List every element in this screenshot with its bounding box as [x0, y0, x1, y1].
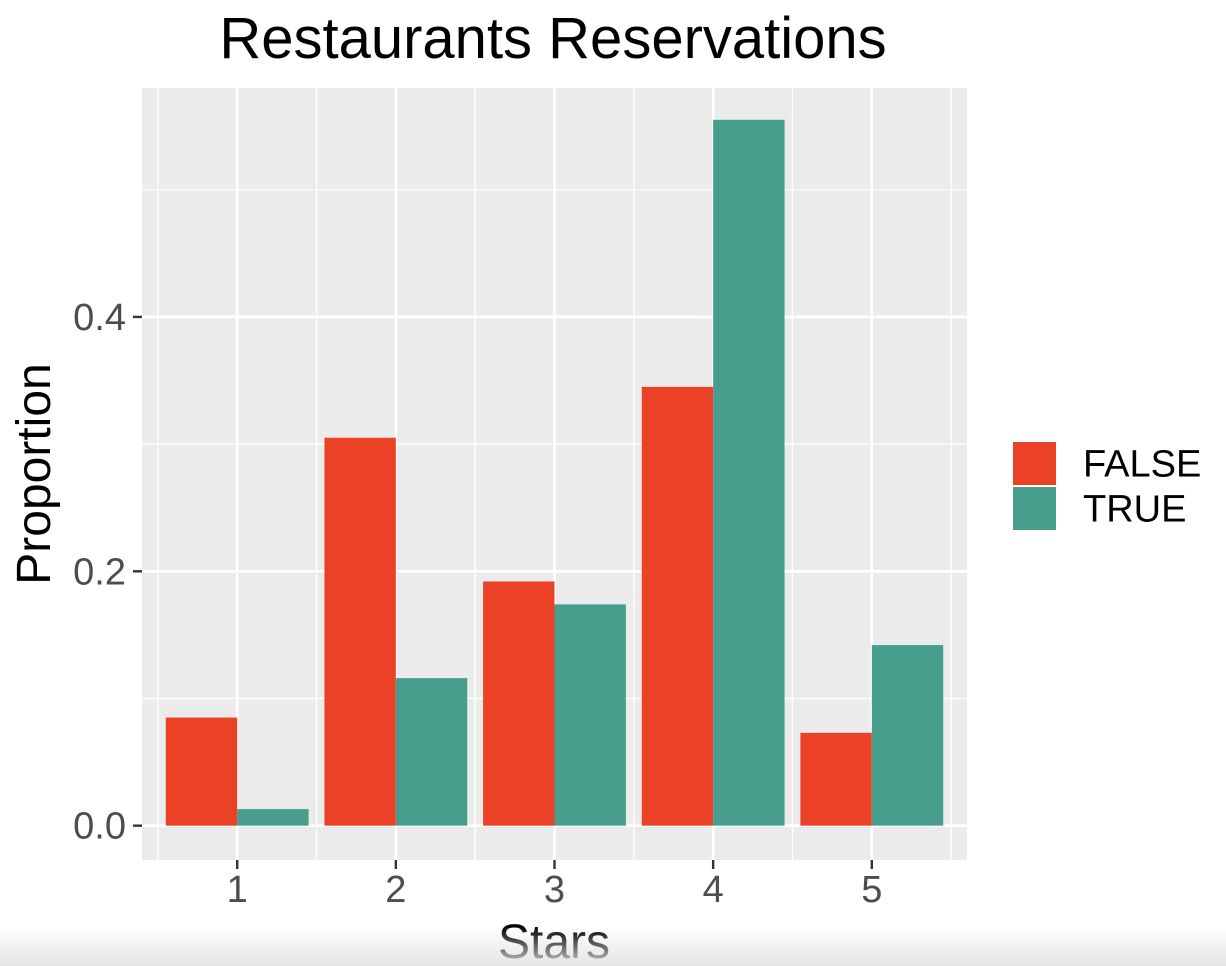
- legend-label-false: FALSE: [1083, 444, 1201, 486]
- chart-title: Restaurants Reservations: [219, 6, 886, 71]
- y-axis-title: Proportion: [8, 363, 61, 584]
- x-axis: 1 2 3 4 5: [227, 860, 882, 911]
- x-axis-title: Stars: [498, 916, 610, 966]
- bar-false-1: [165, 717, 238, 826]
- bar-false-5: [800, 732, 872, 826]
- x-tick-label: 4: [703, 869, 724, 911]
- legend-swatch-false: [1013, 442, 1056, 485]
- bar-false-4: [641, 386, 714, 826]
- bar-true-2: [395, 678, 468, 826]
- x-tick-label: 3: [544, 869, 565, 911]
- x-tick-label: 1: [227, 869, 248, 911]
- bar-true-3: [554, 604, 626, 826]
- legend-label-true: TRUE: [1083, 489, 1186, 531]
- y-axis: 0.0 0.2 0.4: [73, 297, 142, 848]
- bar-false-3: [483, 581, 555, 826]
- bar-true-4: [713, 119, 785, 826]
- bars: [165, 119, 944, 826]
- bar-true-5: [871, 645, 944, 826]
- y-tick-label: 0.2: [73, 551, 126, 593]
- y-tick-label: 0.4: [73, 297, 126, 339]
- x-tick-label: 2: [385, 869, 406, 911]
- legend-swatch-true: [1013, 487, 1056, 530]
- x-tick-label: 5: [861, 869, 882, 911]
- bar-true-1: [237, 809, 309, 826]
- y-tick-label: 0.0: [73, 806, 126, 848]
- bar-false-2: [324, 437, 396, 826]
